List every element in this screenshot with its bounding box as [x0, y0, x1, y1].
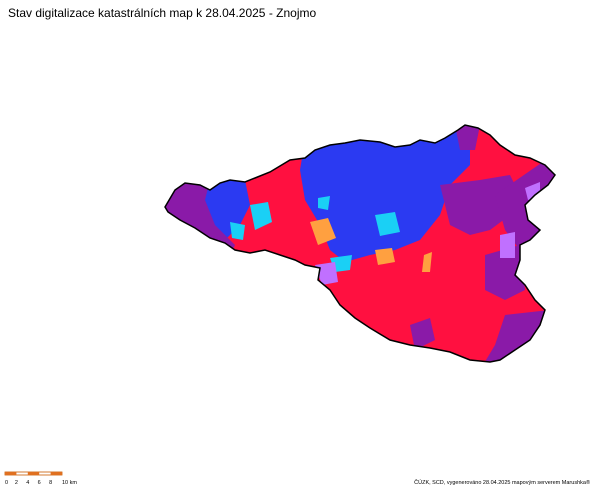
orange-patch [375, 248, 395, 265]
credit: ČÚZK, SCD, vygenerováno 28.04.2025 mapov… [414, 479, 590, 486]
cyan-patch [250, 202, 272, 230]
orange-patch [422, 252, 432, 272]
scale-bar [4, 471, 63, 476]
district-map [165, 125, 555, 362]
orange-patch [310, 218, 336, 245]
purple-patch [410, 318, 435, 350]
map-title: Stav digitalizace katastrálních map k 28… [8, 6, 316, 20]
scale-label: 10 km [62, 480, 77, 486]
scale-labels: 0 2 4 6 8 10 km [5, 480, 77, 486]
scale-segment [5, 472, 17, 475]
scale-segment [27, 472, 40, 475]
scale-label: 4 [26, 480, 29, 486]
cyan-patch [230, 222, 245, 240]
scale-label: 2 [15, 480, 18, 486]
purple-patch-north [455, 125, 480, 150]
violet-patch [500, 232, 515, 258]
cyan-patch [318, 196, 330, 210]
purple-zone-east [440, 175, 520, 235]
scale-label: 0 [5, 480, 8, 486]
blue-zone [300, 130, 470, 262]
scale-label: 8 [49, 480, 52, 486]
scale-label: 6 [38, 480, 41, 486]
cyan-patch [375, 212, 400, 236]
district-border [164, 124, 556, 363]
scale-segment [50, 472, 62, 475]
purple-zone-southeast [485, 245, 525, 300]
